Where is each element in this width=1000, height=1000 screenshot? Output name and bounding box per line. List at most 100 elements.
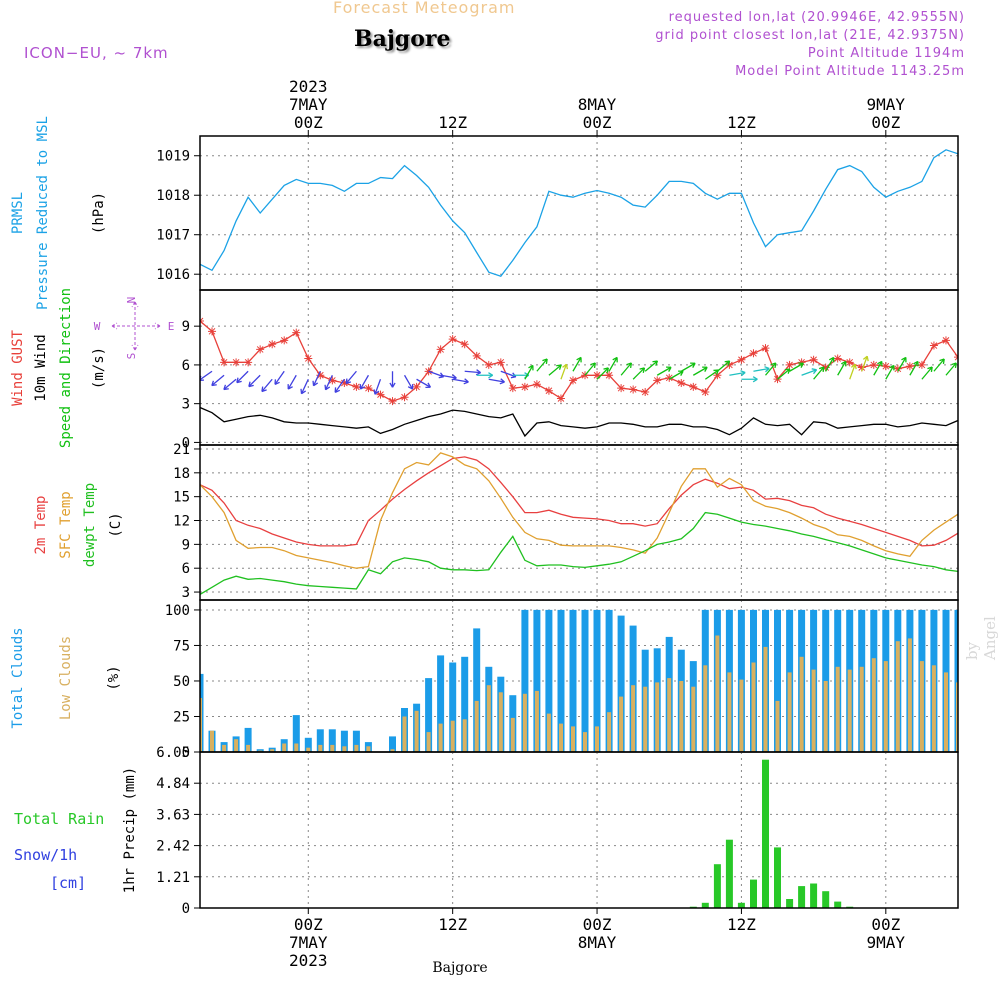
arrow-head (334, 387, 341, 393)
arrow-shaft (957, 377, 958, 380)
wind-arrow (560, 363, 569, 380)
arrow-head (576, 356, 582, 363)
bar (834, 901, 842, 908)
arrow-shaft (716, 360, 731, 372)
bar (557, 609, 565, 752)
arrow-shaft (753, 367, 770, 372)
arrow-shaft (248, 374, 261, 388)
arrow-head (556, 364, 562, 370)
gust-marker (893, 364, 902, 373)
arrow-head (850, 363, 857, 370)
y-tick-label: 6 (182, 561, 190, 577)
arrow-shaft (704, 369, 719, 380)
bar (354, 744, 359, 752)
bottom-time-label: 00Z (871, 915, 900, 934)
gust-marker (641, 388, 650, 397)
gust-marker (364, 384, 373, 393)
gust-marker (797, 358, 806, 367)
panel-precip: 0 1.21 2.42 3.63 4.84 6.05 (156, 745, 959, 917)
arrow-shaft (174, 375, 188, 383)
arrow-head (724, 360, 731, 366)
y-tick-label: 1017 (156, 228, 190, 244)
wind-arrow (174, 375, 188, 383)
y-tick-label: 6.05 (156, 745, 190, 761)
gust-marker (665, 373, 674, 382)
y-tick-label: 2.42 (156, 839, 190, 855)
arrow-head (770, 362, 777, 369)
bar (655, 682, 660, 752)
panel-clouds: 0 25 50 75 100 (165, 599, 972, 761)
bar (425, 678, 433, 752)
wind-arrow (373, 379, 382, 395)
wind-arrow (584, 362, 596, 376)
wind-arrow (211, 374, 225, 387)
panel-frame (199, 751, 959, 909)
y-tick-label: 50 (173, 674, 190, 690)
y-tick-label: 75 (173, 638, 190, 654)
bar (679, 681, 684, 752)
bottom-time-label: 7MAY (289, 933, 328, 952)
bar (473, 628, 481, 752)
arrow-head (740, 370, 746, 377)
bar (342, 746, 347, 752)
arrow-head (652, 360, 659, 366)
gust-marker (544, 386, 553, 395)
arrow-head (300, 388, 307, 395)
bar (968, 702, 972, 752)
bar (944, 672, 948, 752)
bar (234, 739, 239, 752)
bar (461, 656, 469, 752)
author-signature: by Angel (963, 616, 999, 660)
arrow-shaft (680, 362, 696, 372)
bar (775, 700, 780, 752)
grid-point-coords: grid point closest lon,lat (21E, 42.9375… (655, 28, 965, 43)
top-time-label: 9MAY (867, 95, 906, 114)
gust-marker (376, 390, 385, 399)
arrow-shaft (982, 365, 994, 375)
bar (703, 665, 708, 752)
y-tick-label: 100 (165, 603, 190, 619)
bar (270, 749, 275, 752)
y-tick-label: 9 (182, 319, 190, 335)
wind-arrow (729, 370, 746, 377)
wind-arrow (921, 366, 933, 380)
bar (340, 730, 348, 752)
gust-marker (388, 397, 397, 406)
bottom-time-label: 12Z (727, 915, 756, 934)
bar (318, 744, 323, 752)
arrow-shaft (287, 374, 297, 390)
gust-marker (966, 351, 974, 359)
compass-north: N (125, 297, 138, 304)
wind-arrow (716, 360, 731, 372)
wind-arrow (789, 362, 804, 372)
y-tick-label: 9 (182, 537, 190, 553)
gust-marker (689, 382, 698, 391)
arrow-head (312, 380, 319, 387)
bar (883, 661, 888, 752)
arrow-shaft (440, 374, 457, 379)
bar (510, 717, 515, 752)
gust-marker (821, 363, 830, 372)
gust-marker (244, 358, 253, 367)
bar (799, 656, 804, 752)
y-tick-label: 0 (182, 435, 190, 451)
bar (390, 749, 395, 752)
wind-arrow (608, 356, 618, 372)
snow-unit-label: [cm] (50, 874, 86, 892)
arrow-head (927, 366, 933, 373)
panel-frame (199, 444, 959, 601)
wind-arrow (500, 370, 517, 379)
gust-marker (184, 307, 192, 315)
arrow-head (811, 368, 818, 375)
wind-arrow (753, 366, 770, 373)
top-time-label: 00Z (583, 113, 612, 132)
bar (786, 899, 794, 908)
wind-arrow (644, 360, 659, 372)
y-tick-label: 21 (173, 442, 190, 458)
wind-arrow (345, 370, 357, 385)
gust-marker (978, 354, 986, 362)
sfc-temp-label: SFC Temp (58, 491, 74, 558)
y-tick-label: 1019 (156, 149, 190, 165)
bar (725, 839, 733, 908)
arrow-head (603, 367, 609, 373)
